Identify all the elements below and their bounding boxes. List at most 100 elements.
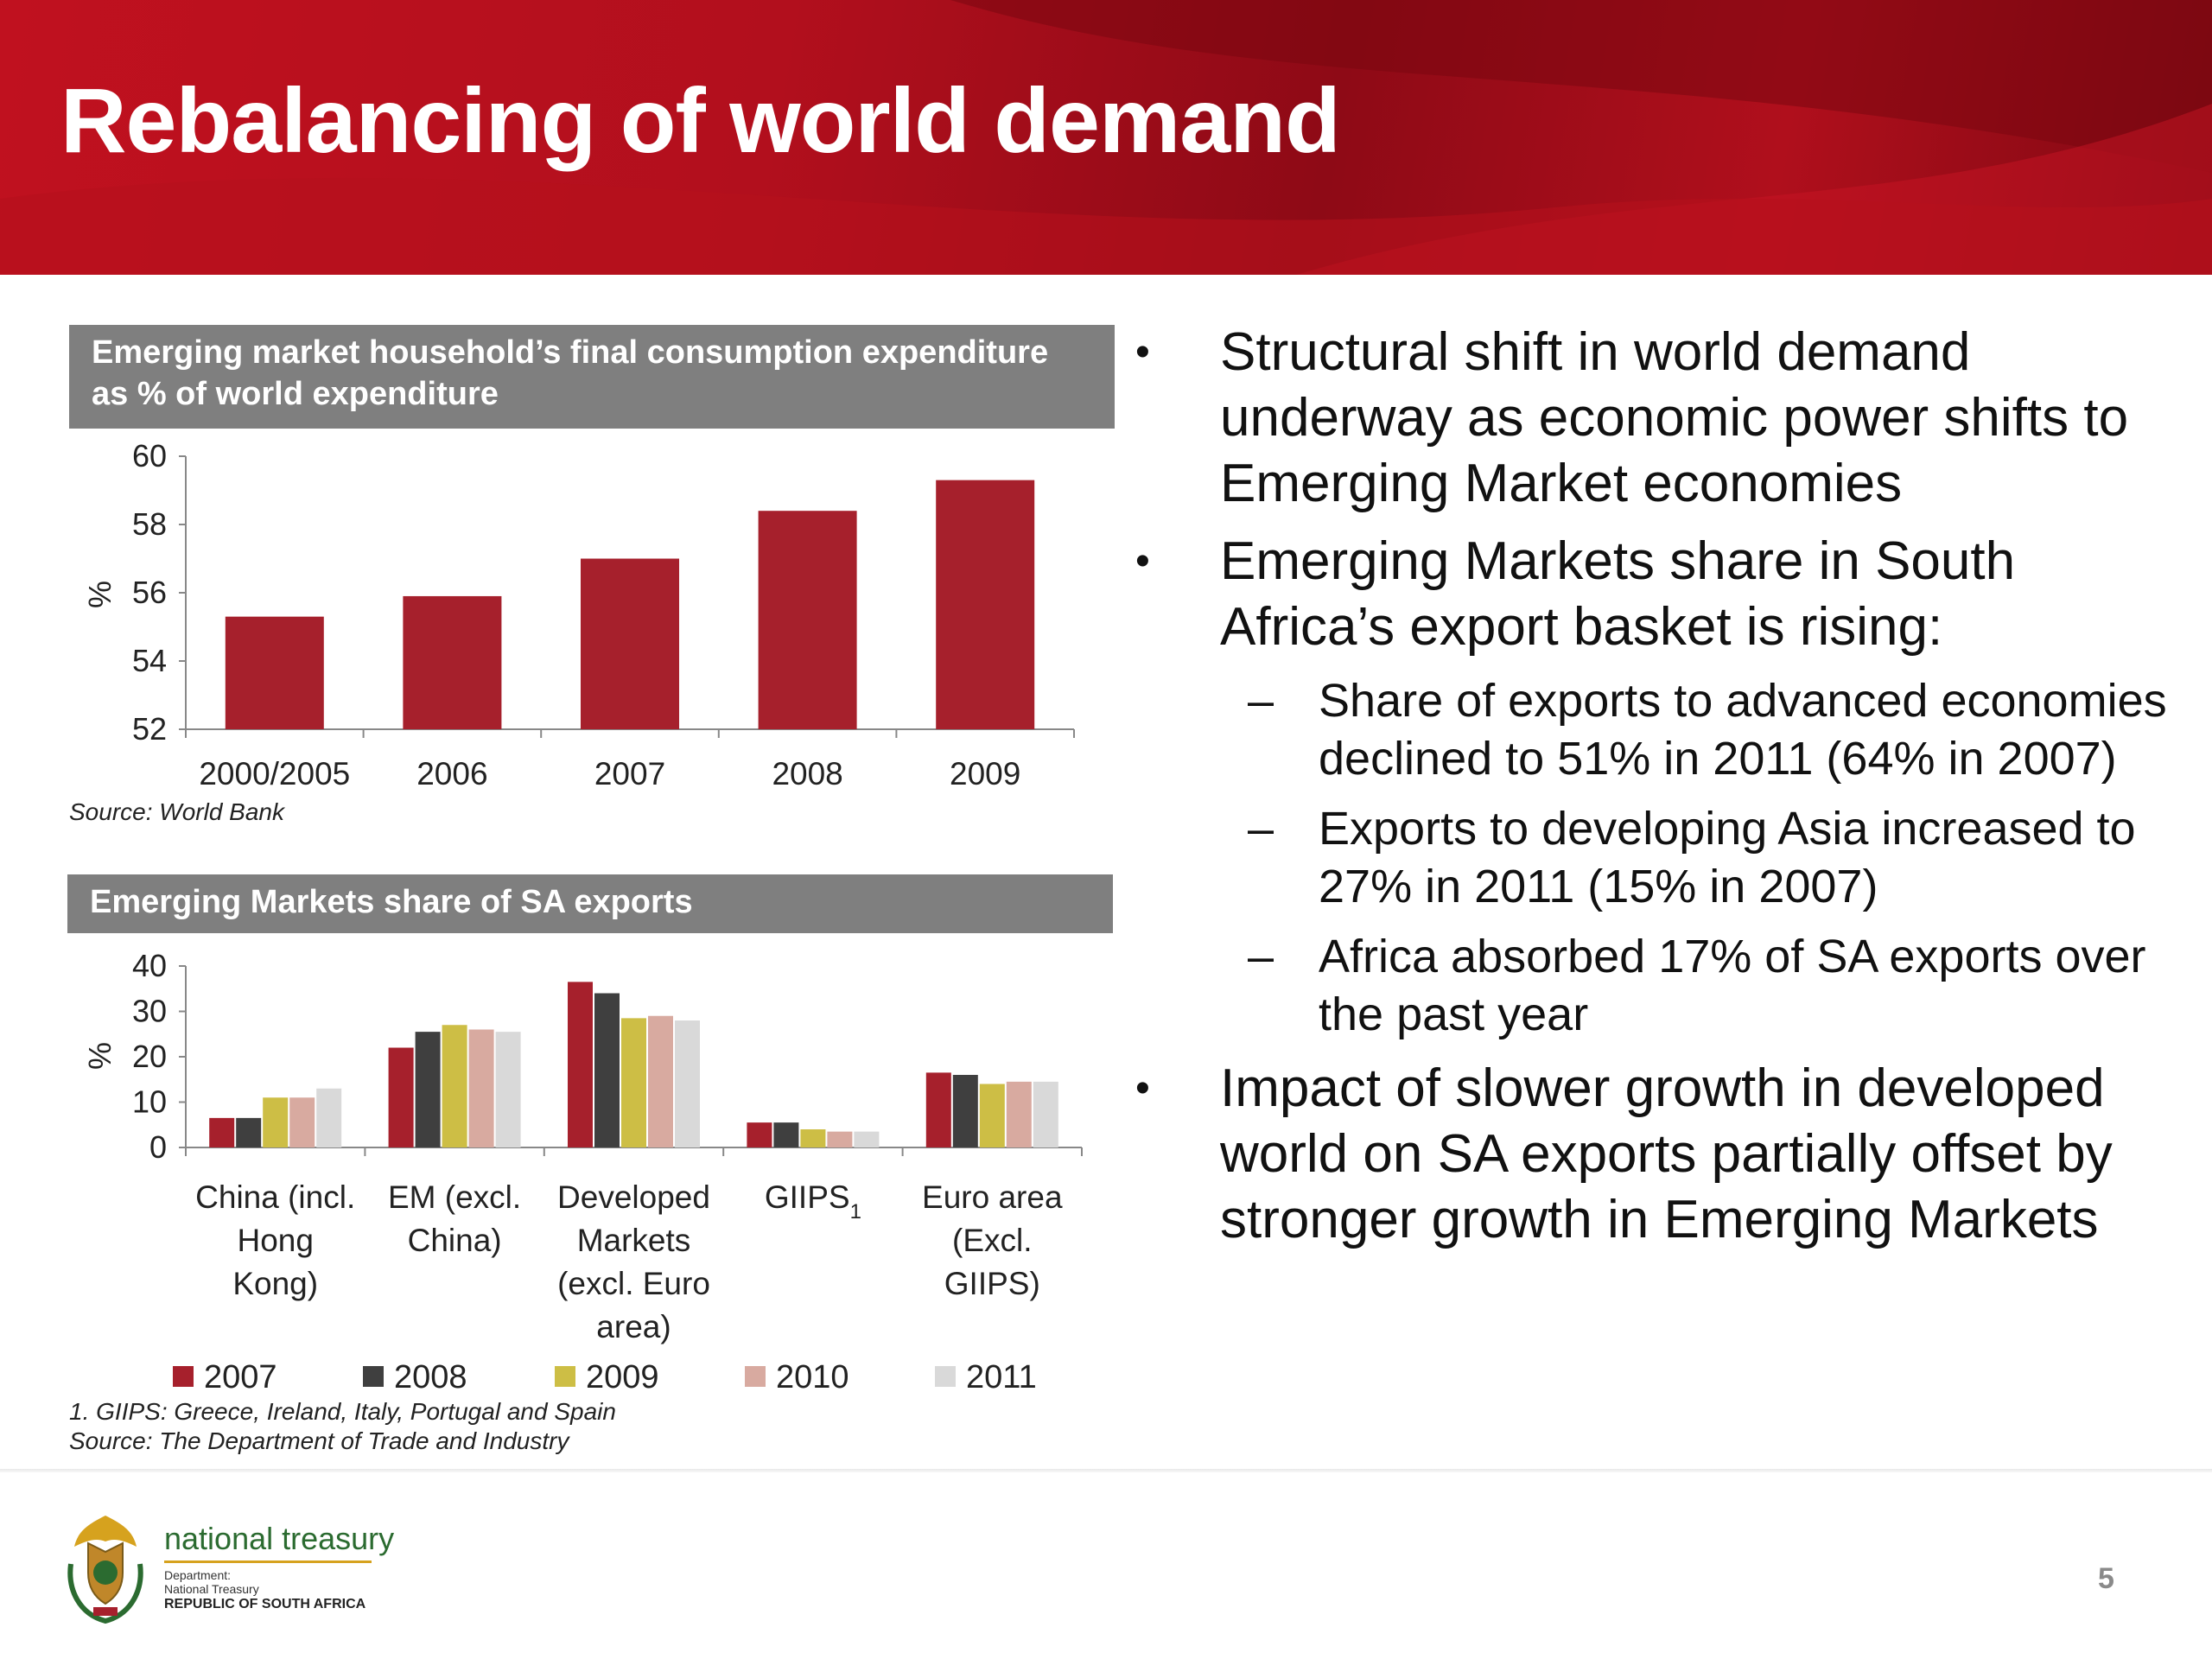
legend-swatch xyxy=(555,1366,575,1387)
x-tick-label: GIIPS1 xyxy=(765,1179,861,1224)
y-tick-label: 56 xyxy=(132,575,167,610)
x-tick-label: 2007 xyxy=(594,756,665,791)
legend-swatch xyxy=(745,1366,766,1387)
y-tick-label: 0 xyxy=(149,1129,167,1165)
x-tick-label: 2000/2005 xyxy=(199,756,350,791)
sub-bullet-item: – Africa absorbed 17% of SA exports over… xyxy=(1123,928,2177,1044)
bar xyxy=(952,1075,978,1147)
legend-swatch xyxy=(173,1366,194,1387)
coat-of-arms-logo xyxy=(67,1516,143,1624)
sub-bullet-marker: – xyxy=(1248,675,1274,727)
legend-label: 2009 xyxy=(586,1359,659,1395)
x-tick-label: Euro area xyxy=(922,1179,1063,1215)
x-tick-label: Developed xyxy=(557,1179,710,1215)
sub-bullet-text: Share of exports to advanced economies d… xyxy=(1319,675,2167,785)
x-tick-label: Markets xyxy=(577,1223,691,1258)
chart1-source: Source: World Bank xyxy=(69,798,284,825)
banner-swoosh xyxy=(0,0,2212,275)
bar xyxy=(773,1122,799,1147)
bar xyxy=(468,1029,494,1147)
x-tick-label: Kong) xyxy=(232,1266,318,1301)
chart2-source: Source: The Department of Trade and Indu… xyxy=(69,1427,569,1454)
sub-bullet-item: – Share of exports to advanced economies… xyxy=(1123,672,2177,788)
legend-swatch xyxy=(363,1366,384,1387)
x-tick-label: China (incl. xyxy=(195,1179,355,1215)
bar xyxy=(675,1020,700,1147)
y-tick-label: 20 xyxy=(132,1039,167,1074)
bar xyxy=(1033,1081,1058,1147)
bar xyxy=(827,1131,853,1147)
x-tick-label: GIIPS) xyxy=(944,1266,1040,1301)
bar xyxy=(925,1072,951,1147)
sub-bullet-marker: – xyxy=(1248,803,1274,855)
sub-bullet-item: – Exports to developing Asia increased t… xyxy=(1123,800,2177,916)
y-tick-label: 58 xyxy=(132,506,167,542)
bar xyxy=(568,982,593,1147)
bullet-item: • Impact of slower growth in developed w… xyxy=(1123,1056,2177,1253)
x-tick-label: EM (excl. xyxy=(388,1179,521,1215)
legend-label: 2007 xyxy=(204,1359,277,1395)
bullet-text: Impact of slower growth in developed wor… xyxy=(1220,1058,2113,1249)
x-tick-label: 2008 xyxy=(772,756,842,791)
legend-label: 2008 xyxy=(394,1359,467,1395)
y-tick-label: 52 xyxy=(132,711,167,747)
sub-bullet-text: Exports to developing Asia increased to … xyxy=(1319,803,2136,912)
x-tick-label: (Excl. xyxy=(952,1223,1033,1258)
bullet-text: Structural shift in world demand underwa… xyxy=(1220,322,2129,513)
slide-title: Rebalancing of world demand xyxy=(60,70,1341,172)
dept-label: Department: xyxy=(164,1568,232,1582)
y-tick-label: 40 xyxy=(132,948,167,983)
legend-label: 2011 xyxy=(966,1359,1037,1395)
bullet-item: • Structural shift in world demand under… xyxy=(1123,320,2177,517)
bullet-list: • Structural shift in world demand under… xyxy=(1123,320,2177,1265)
y-tick-label: 10 xyxy=(132,1084,167,1120)
y-axis-label: % xyxy=(82,1042,118,1070)
org-name: national treasury xyxy=(164,1521,395,1556)
sub-bullet-marker: – xyxy=(1248,931,1274,982)
bar xyxy=(758,511,857,729)
bar xyxy=(581,558,679,729)
chart2-header: Emerging Markets share of SA exports xyxy=(67,874,1113,933)
y-axis-label: % xyxy=(82,581,118,608)
x-tick-label: area) xyxy=(596,1309,671,1344)
bar xyxy=(854,1131,880,1147)
country-name: REPUBLIC OF SOUTH AFRICA xyxy=(164,1597,366,1611)
legend-swatch xyxy=(935,1366,956,1387)
title-banner xyxy=(0,0,2212,275)
footer-divider xyxy=(0,1469,2212,1472)
footnote-marker: 1 xyxy=(850,1200,861,1224)
bar xyxy=(209,1117,235,1147)
bullet-marker: • xyxy=(1135,538,1150,584)
bar xyxy=(621,1018,646,1147)
bar xyxy=(495,1032,521,1147)
chart1-header: Emerging market household’s final consum… xyxy=(69,325,1115,429)
sub-bullet-text: Africa absorbed 17% of SA exports over t… xyxy=(1319,931,2146,1040)
org-underline xyxy=(164,1560,372,1563)
bar xyxy=(289,1097,315,1147)
x-tick-label: China) xyxy=(408,1223,502,1258)
bullet-text: Emerging Markets share in South Africa’s… xyxy=(1220,531,2016,657)
x-tick-label: Hong xyxy=(237,1223,313,1258)
bar xyxy=(415,1032,441,1147)
bar xyxy=(936,480,1035,729)
x-tick-label: 2006 xyxy=(416,756,487,791)
bar xyxy=(979,1084,1005,1147)
page-number: 5 xyxy=(2098,1562,2114,1595)
y-tick-label: 30 xyxy=(132,994,167,1029)
dept-name: National Treasury xyxy=(164,1582,259,1596)
bar xyxy=(316,1088,342,1147)
bar xyxy=(442,1025,467,1147)
bar xyxy=(747,1122,772,1147)
bar xyxy=(236,1117,262,1147)
bullet-item: • Emerging Markets share in South Africa… xyxy=(1123,529,2177,660)
bar xyxy=(388,1047,414,1147)
bar xyxy=(225,616,324,729)
bar xyxy=(1006,1081,1032,1147)
x-tick-label: 2009 xyxy=(950,756,1020,791)
legend-label: 2010 xyxy=(776,1359,849,1395)
chart2-footnote: 1. GIIPS: Greece, Ireland, Italy, Portug… xyxy=(69,1398,616,1425)
bar xyxy=(594,993,620,1147)
bullet-marker: • xyxy=(1135,329,1150,375)
bar xyxy=(263,1097,289,1147)
y-tick-label: 60 xyxy=(132,438,167,474)
